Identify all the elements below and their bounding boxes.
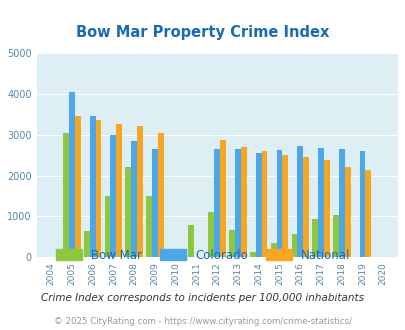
Bar [137,126,143,257]
Bar [261,151,267,257]
Bar [208,213,214,257]
Bar [84,231,90,257]
Bar [95,120,101,257]
Bar [220,140,225,257]
Bar [364,170,371,257]
Bar [296,146,303,257]
Bar [69,92,75,257]
Bar [131,141,137,257]
Bar [311,219,318,257]
Bar [291,235,296,257]
Bar [255,153,261,257]
Text: Crime Index corresponds to incidents per 100,000 inhabitants: Crime Index corresponds to incidents per… [41,293,364,303]
Bar [151,149,158,257]
Text: © 2025 CityRating.com - https://www.cityrating.com/crime-statistics/: © 2025 CityRating.com - https://www.city… [54,317,351,326]
Bar [187,225,193,257]
Bar [104,196,110,257]
Bar [146,196,151,257]
Bar [240,147,246,257]
Bar [125,167,131,257]
Bar [234,149,240,257]
Bar [359,151,364,257]
Bar [282,155,288,257]
Bar [229,230,234,257]
Bar [323,160,329,257]
Bar [344,167,350,257]
Bar [332,215,338,257]
Bar [303,157,308,257]
Bar [338,149,344,257]
Bar [276,150,282,257]
Bar [75,116,80,257]
Bar [318,148,323,257]
Bar [116,124,122,257]
Bar [63,133,69,257]
Bar [90,116,95,257]
Bar [158,133,163,257]
Bar [270,243,276,257]
Text: Bow Mar Property Crime Index: Bow Mar Property Crime Index [76,25,329,40]
Bar [110,135,116,257]
Bar [214,149,220,257]
Bar [249,252,255,257]
Legend: Bow Mar, Colorado, National: Bow Mar, Colorado, National [51,244,354,266]
